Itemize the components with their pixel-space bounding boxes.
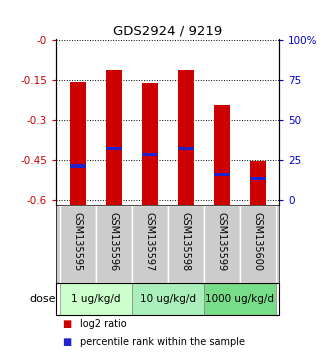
Text: percentile rank within the sample: percentile rank within the sample [80, 337, 245, 347]
Text: 1000 ug/kg/d: 1000 ug/kg/d [205, 294, 274, 304]
Text: GSM135600: GSM135600 [253, 212, 263, 270]
Bar [240, 205, 276, 283]
Bar [106, 147, 122, 150]
Text: GSM135598: GSM135598 [181, 212, 191, 271]
Text: 10 ug/kg/d: 10 ug/kg/d [140, 294, 196, 304]
Text: 1 ug/kg/d: 1 ug/kg/d [71, 294, 120, 304]
Bar [204, 205, 240, 283]
Bar [168, 205, 204, 283]
Bar [106, 70, 122, 205]
Bar [250, 161, 266, 205]
Title: GDS2924 / 9219: GDS2924 / 9219 [113, 25, 222, 38]
Text: GSM135597: GSM135597 [145, 212, 155, 271]
Text: GSM135596: GSM135596 [109, 212, 119, 271]
Bar [250, 177, 266, 180]
Text: GSM135599: GSM135599 [217, 212, 227, 271]
Bar [70, 81, 86, 205]
Bar [142, 83, 158, 205]
Text: dose: dose [29, 294, 56, 304]
Text: ■: ■ [63, 337, 72, 347]
Bar [60, 205, 96, 283]
Text: ■: ■ [63, 319, 72, 329]
Text: GSM135595: GSM135595 [73, 212, 83, 271]
Bar [178, 147, 194, 150]
Bar [60, 283, 132, 315]
Bar [213, 173, 230, 176]
Text: log2 ratio: log2 ratio [80, 319, 127, 329]
Bar [204, 283, 276, 315]
Bar [142, 153, 158, 156]
Bar [132, 205, 168, 283]
Bar [213, 105, 230, 205]
Bar [70, 164, 86, 167]
Bar [96, 205, 132, 283]
Bar [178, 70, 194, 205]
Bar [132, 283, 204, 315]
